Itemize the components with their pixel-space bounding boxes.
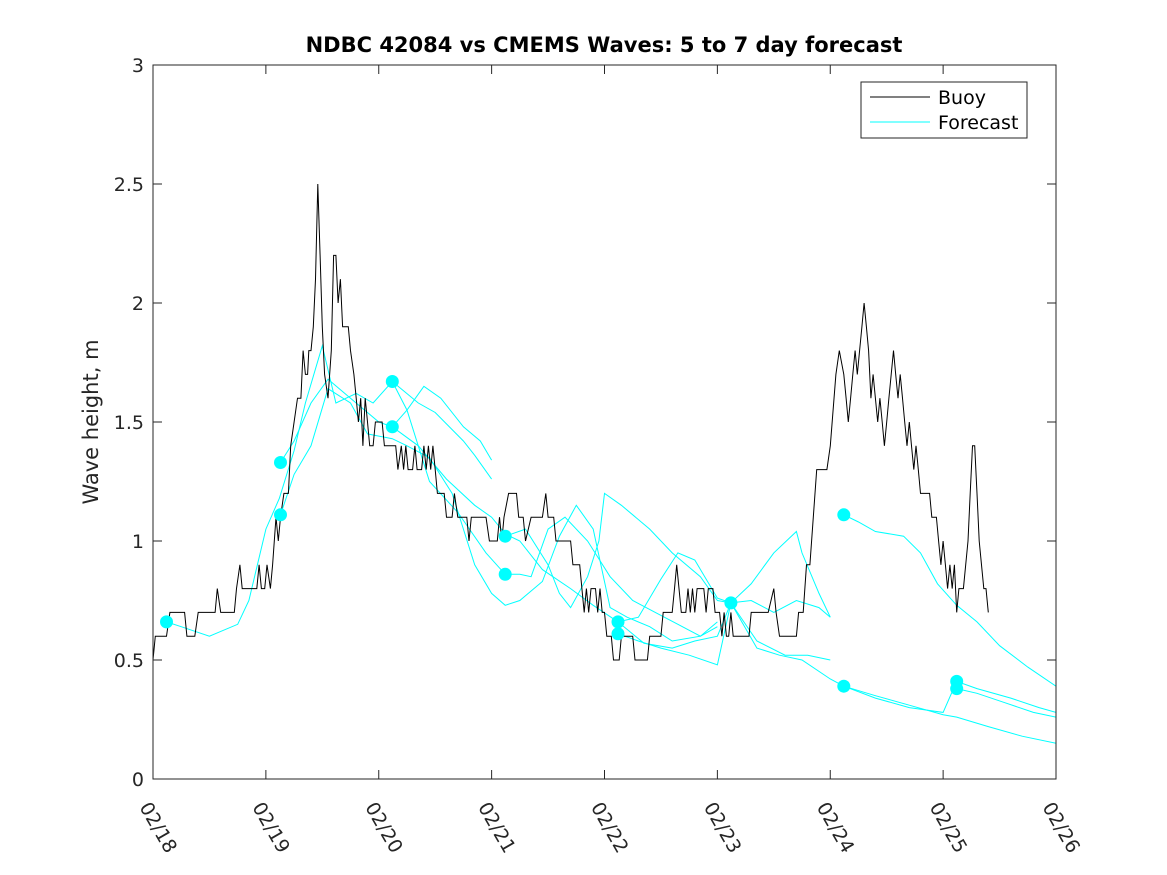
forecast-line-9 (843, 514, 1056, 687)
forecast-marker-14 (950, 682, 964, 696)
forecast-marker-1 (160, 615, 173, 629)
legend: Buoy Forecast (860, 81, 1028, 139)
forecast-line-11 (956, 688, 1056, 718)
y-tick-label: 2 (132, 293, 144, 315)
forecast-marker-11 (837, 508, 851, 522)
forecast-marker-3 (274, 508, 287, 522)
forecast-line-7 (617, 552, 831, 623)
buoy-line (153, 183, 989, 661)
forecast-marker-4 (385, 375, 399, 388)
y-axis: 0 0.5 1 1.5 2 2.5 3 (114, 55, 1056, 791)
forecast-marker-5 (385, 420, 399, 434)
forecast-line-5 (392, 426, 831, 649)
y-tick-label: 1.5 (114, 412, 144, 434)
forecast-marker-12 (837, 679, 851, 693)
forecast-marker-9 (611, 627, 625, 641)
forecast-marker-6 (498, 529, 512, 543)
forecast-line-6 (505, 492, 831, 661)
forecast-markers (160, 375, 964, 696)
y-axis-label: Wave height, m (79, 339, 103, 504)
y-tick-label: 3 (132, 55, 144, 77)
forecast-line-1 (166, 343, 493, 637)
forecast-line-8 (617, 601, 1056, 744)
forecast-marker-2 (274, 456, 287, 469)
forecast-marker-10 (724, 596, 738, 610)
forecast-marker-8 (611, 615, 625, 629)
y-tick-label: 2.5 (114, 174, 144, 196)
y-tick-label: 1 (132, 531, 144, 553)
forecast-marker-7 (498, 567, 512, 581)
legend-label-forecast: Forecast (938, 112, 1018, 134)
buoy-line-group (153, 183, 989, 661)
legend-box (860, 81, 1028, 139)
y-tick-label: 0 (132, 769, 144, 791)
legend-label-buoy: Buoy (938, 87, 986, 109)
chart-title: NDBC 42084 vs CMEMS Waves: 5 to 7 day fo… (306, 33, 903, 57)
y-tick-label: 0.5 (114, 650, 144, 672)
